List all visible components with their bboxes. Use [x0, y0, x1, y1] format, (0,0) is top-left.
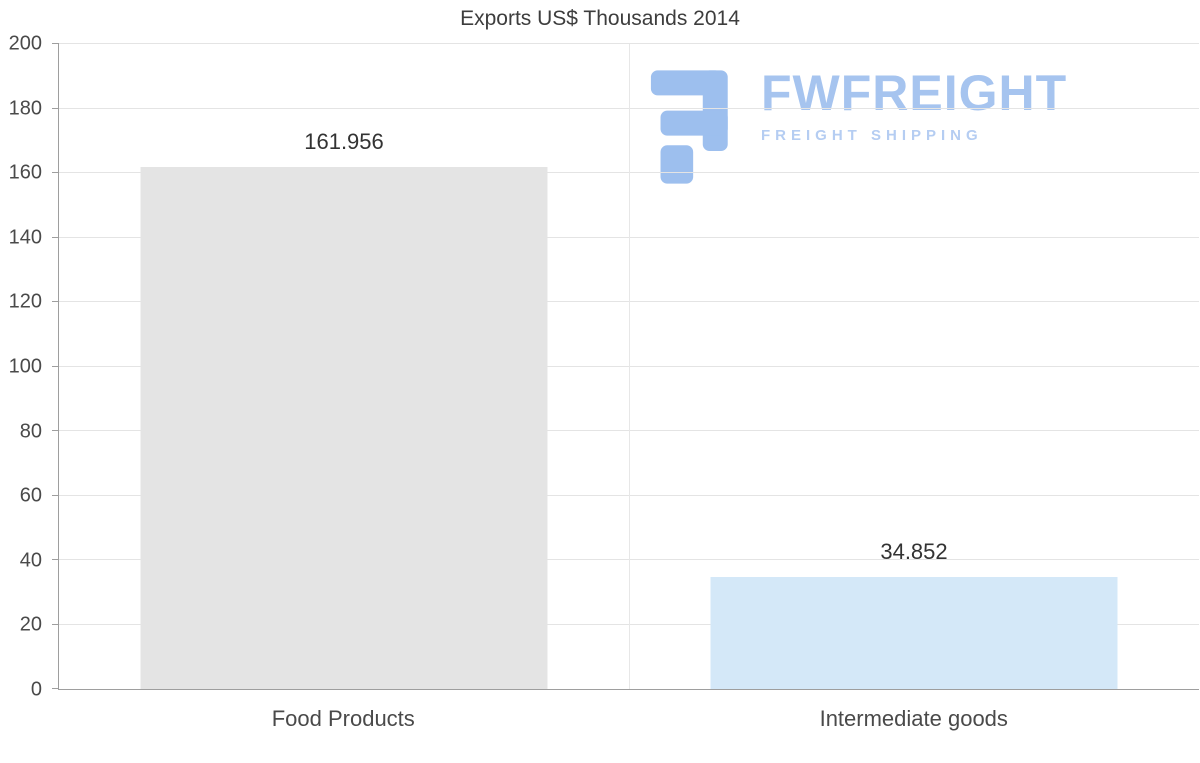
y-tick-0: [52, 688, 59, 689]
y-tick-60: [52, 494, 59, 496]
y-axis-label-20: 20: [19, 613, 42, 636]
x-axis-label-intermediate-goods: Intermediate goods: [819, 706, 1008, 731]
y-axis-labels: 0 20 40 60 80 100 120 140 160 180 200: [0, 33, 50, 701]
bar-value-food-products: 161.956: [304, 128, 384, 154]
plot-area: FWFREIGHT FREIGHT SHIPPING 161.956 34.852: [52, 43, 1199, 690]
fwfreight-logo-icon: [650, 70, 728, 184]
bar-food-products: [140, 166, 548, 689]
y-tick-160: [52, 172, 59, 173]
bar-value-intermediate-goods: 34.852: [880, 538, 948, 564]
bar-intermediate-goods: [710, 576, 1118, 689]
category-divider-line: [629, 44, 630, 689]
y-tick-120: [52, 301, 59, 302]
y-tick-20: [52, 623, 59, 625]
y-axis-label-160: 160: [8, 161, 42, 184]
y-axis-label-40: 40: [19, 549, 42, 572]
y-axis-label-120: 120: [8, 290, 42, 313]
brand-tagline: FREIGHT SHIPPING: [761, 127, 983, 144]
y-tick-80: [52, 430, 59, 431]
y-axis-label-200: 200: [8, 32, 42, 55]
y-tick-40: [52, 559, 59, 560]
y-axis-label-0: 0: [30, 678, 42, 701]
y-axis-label-100: 100: [8, 355, 42, 378]
watermark-text: FWFREIGHT FREIGHT SHIPPING: [761, 68, 1083, 144]
y-axis-label-60: 60: [19, 484, 42, 507]
y-axis-label-80: 80: [19, 420, 42, 443]
brand-text: FWFREIGHT: [761, 65, 1068, 121]
watermark-logo: FWFREIGHT FREIGHT SHIPPING: [649, 68, 1083, 186]
x-axis-label-food-products: Food Products: [271, 706, 415, 731]
y-tick-180: [52, 107, 59, 109]
chart-title: Exports US$ Thousands 2014: [460, 7, 740, 30]
y-axis-label-180: 180: [8, 97, 42, 120]
x-axis-labels: Food Products Intermediate goods: [58, 706, 1199, 746]
y-tick-100: [52, 365, 59, 367]
gridline-200: [59, 43, 1199, 44]
y-tick-140: [52, 236, 59, 238]
y-tick-200: [52, 43, 59, 44]
y-axis-label-140: 140: [8, 226, 42, 249]
